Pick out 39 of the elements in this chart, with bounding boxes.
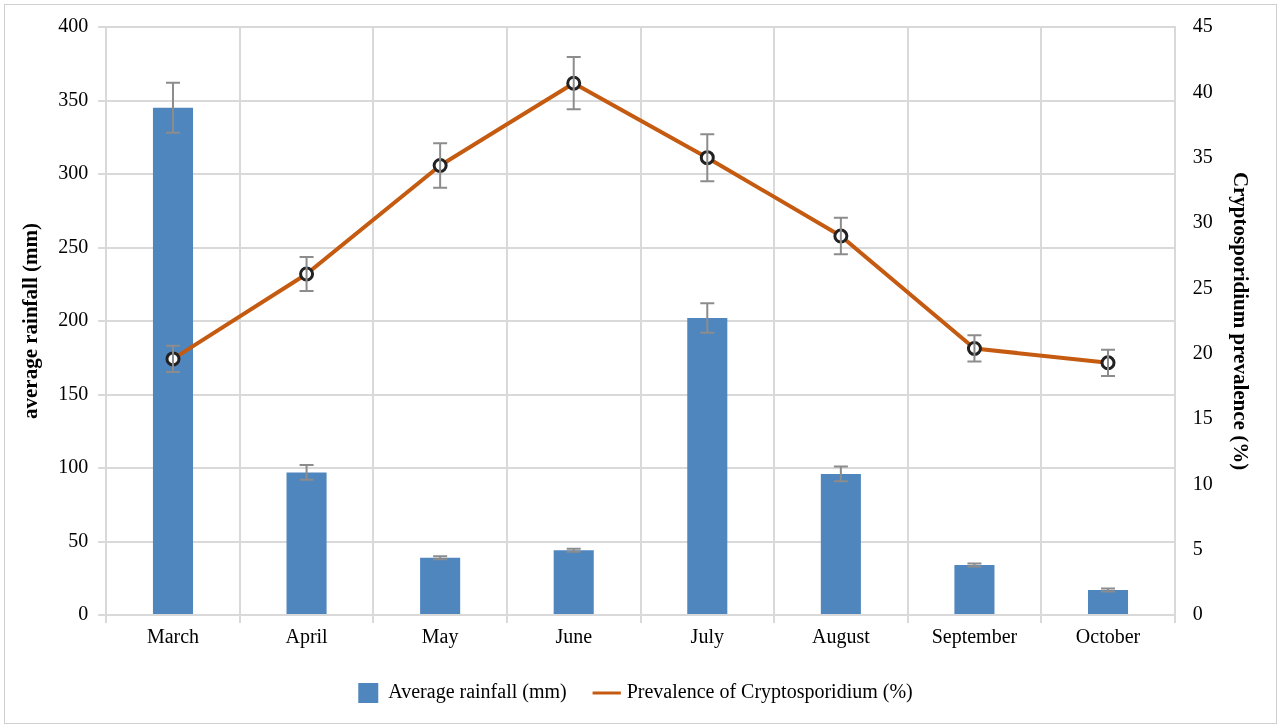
x-tick-label: August	[811, 625, 871, 649]
y-tick-label: 0	[78, 602, 89, 625]
legend-label: Prevalence of Cryptosporidium (%)	[626, 680, 913, 704]
y-tick-label: 350	[58, 87, 89, 110]
x-tick-label: May	[421, 625, 459, 649]
x-tick-label: July	[690, 625, 724, 649]
y2-tick-label: 10	[1192, 471, 1213, 494]
x-tick-label: October	[1075, 625, 1141, 648]
y-tick-label: 300	[58, 161, 89, 184]
y2-tick-label: 0	[1192, 602, 1203, 625]
y2-tick-label: 35	[1192, 144, 1213, 167]
x-tick-label: June	[555, 625, 593, 648]
y-tick-label: 200	[58, 308, 89, 331]
y2-tick-label: 15	[1192, 406, 1213, 429]
y2-tick-label: 45	[1192, 14, 1213, 37]
bar	[286, 472, 327, 614]
y2-axis-title: Cryptosporidium prevalence (%)	[1228, 171, 1253, 471]
bar	[820, 473, 861, 614]
y-tick-label: 400	[58, 14, 89, 37]
y2-tick-label: 40	[1192, 79, 1213, 102]
x-tick-label: March	[146, 625, 200, 648]
y-tick-label: 250	[58, 234, 89, 257]
bar	[687, 318, 728, 614]
y2-tick-label: 30	[1192, 210, 1213, 233]
y2-tick-label: 20	[1192, 340, 1213, 363]
y2-tick-label: 5	[1192, 536, 1203, 559]
bar	[152, 107, 194, 614]
y-tick-label: 150	[58, 381, 89, 404]
bar	[1087, 590, 1129, 614]
legend-label: Average rainfall (mm)	[388, 680, 567, 704]
bar	[553, 550, 594, 614]
x-tick-label: September	[931, 625, 1018, 649]
y-axis-title: average rainfall (mm)	[18, 223, 43, 419]
x-tick-label: April	[285, 625, 329, 649]
y-tick-label: 50	[68, 528, 89, 551]
y-tick-label: 100	[58, 455, 89, 478]
y2-tick-label: 25	[1192, 275, 1213, 298]
bar	[954, 565, 995, 614]
bar	[420, 557, 461, 614]
